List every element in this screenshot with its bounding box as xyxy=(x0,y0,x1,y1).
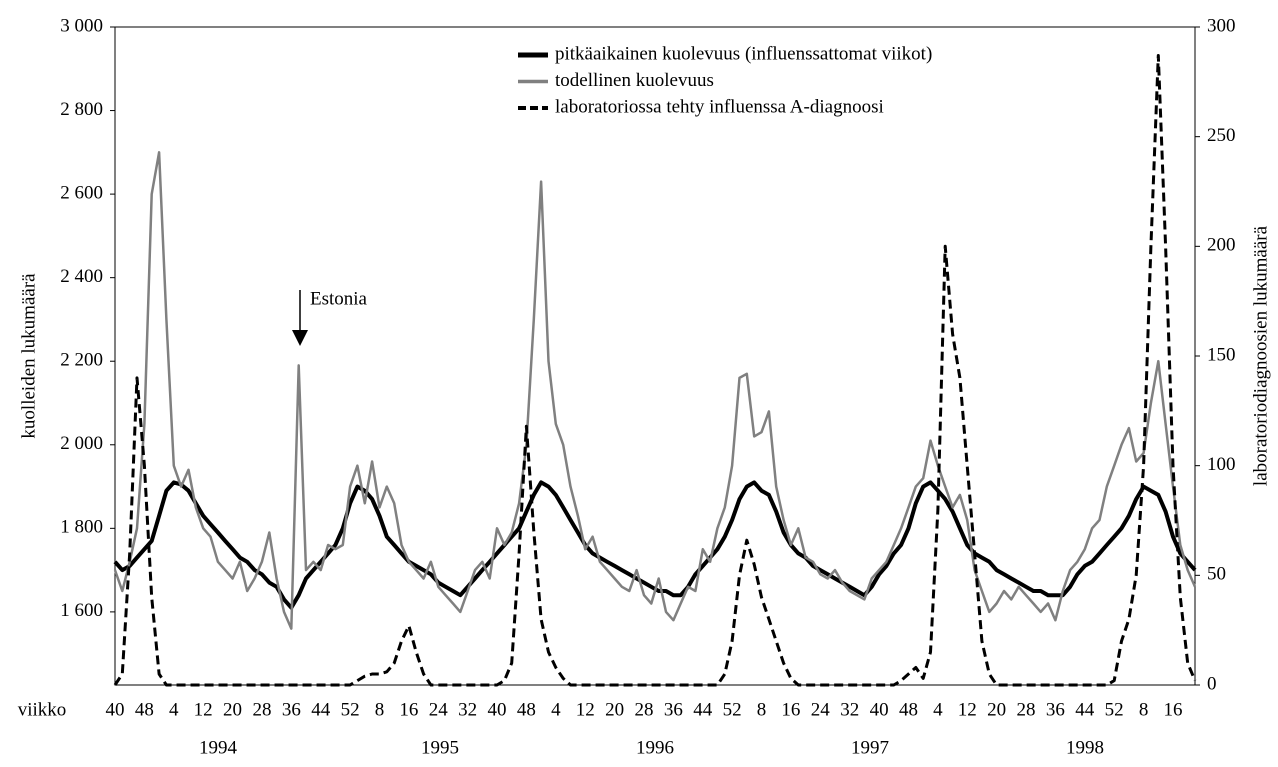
y2-tick-label: 0 xyxy=(1207,673,1217,694)
x-tick-label: 20 xyxy=(987,699,1006,720)
y2-tick-label: 50 xyxy=(1207,564,1226,585)
annotation-arrowhead xyxy=(292,330,308,346)
y2-tick-label: 300 xyxy=(1207,15,1236,36)
year-label: 1995 xyxy=(421,737,459,758)
x-tick-label: 28 xyxy=(1017,699,1036,720)
y-axis-label: kuolleiden lukumäärä xyxy=(18,273,39,439)
year-label: 1998 xyxy=(1066,737,1104,758)
y2-tick-label: 200 xyxy=(1207,235,1236,256)
y-tick-label: 2 400 xyxy=(60,266,103,287)
y2-tick-label: 150 xyxy=(1207,344,1236,365)
x-tick-label: 52 xyxy=(341,699,360,720)
x-tick-label: 48 xyxy=(135,699,154,720)
x-tick-label: 8 xyxy=(375,699,385,720)
legend-label: todellinen kuolevuus xyxy=(555,70,714,91)
x-tick-label: 40 xyxy=(106,699,125,720)
x-tick-label: 8 xyxy=(1139,699,1149,720)
x-tick-label: 36 xyxy=(664,699,683,720)
x-tick-label: 12 xyxy=(194,699,213,720)
x-tick-label: 16 xyxy=(781,699,800,720)
y-tick-label: 3 000 xyxy=(60,15,103,36)
y-tick-label: 1 600 xyxy=(60,600,103,621)
x-tick-label: 28 xyxy=(252,699,271,720)
x-tick-label: 8 xyxy=(757,699,767,720)
x-tick-label: 16 xyxy=(399,699,418,720)
y-tick-label: 2 000 xyxy=(60,433,103,454)
y-tick-label: 2 800 xyxy=(60,99,103,120)
x-tick-label: 12 xyxy=(576,699,595,720)
x-tick-label: 24 xyxy=(429,699,449,720)
y-tick-label: 2 600 xyxy=(60,182,103,203)
annotation: Estonia xyxy=(310,288,368,309)
y-tick-label: 2 200 xyxy=(60,350,103,371)
x-tick-label: 48 xyxy=(899,699,918,720)
x-tick-label: 44 xyxy=(693,699,713,720)
x-tick-label: 24 xyxy=(811,699,831,720)
y-tick-label: 1 800 xyxy=(60,517,103,538)
x-tick-label: 44 xyxy=(1075,699,1095,720)
x-tick-label: 40 xyxy=(870,699,889,720)
y2-axis-label: laboratoriodiagnoosien lukumäärä xyxy=(1250,225,1271,486)
x-tick-label: 52 xyxy=(1105,699,1124,720)
x-tick-label: 52 xyxy=(723,699,742,720)
legend-label: laboratoriossa tehty influenssa A-diagno… xyxy=(555,96,884,117)
x-tick-label: 32 xyxy=(840,699,859,720)
x-tick-label: 4 xyxy=(933,699,943,720)
x-tick-label: 12 xyxy=(958,699,977,720)
x-tick-label: 44 xyxy=(311,699,331,720)
x-tick-label: 20 xyxy=(223,699,242,720)
x-tick-label: 40 xyxy=(488,699,507,720)
year-label: 1997 xyxy=(851,737,889,758)
x-tick-label: 20 xyxy=(605,699,624,720)
x-tick-label: 28 xyxy=(634,699,653,720)
y2-tick-label: 250 xyxy=(1207,125,1236,146)
x-tick-label: 32 xyxy=(458,699,477,720)
year-label: 1996 xyxy=(636,737,674,758)
y2-tick-label: 100 xyxy=(1207,454,1236,475)
x-tick-label: 16 xyxy=(1163,699,1182,720)
x-tick-label: 36 xyxy=(282,699,301,720)
series-line xyxy=(113,54,1197,687)
x-tick-label: 36 xyxy=(1046,699,1065,720)
year-label: 1994 xyxy=(199,737,238,758)
series-line xyxy=(113,151,1197,630)
x-tick-label: 48 xyxy=(517,699,536,720)
x-axis-label: viikko xyxy=(18,699,67,720)
x-tick-label: 4 xyxy=(169,699,179,720)
x-tick-label: 4 xyxy=(551,699,561,720)
legend-label: pitkäaikainen kuolevuus (influenssattoma… xyxy=(555,43,932,64)
